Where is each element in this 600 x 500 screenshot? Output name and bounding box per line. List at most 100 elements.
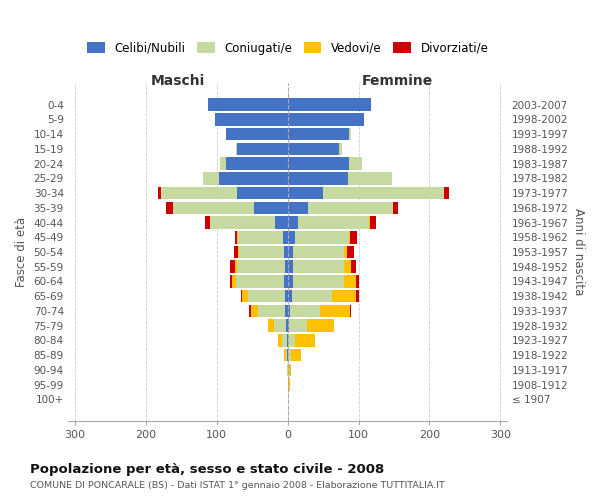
Bar [235, 260, 236, 273]
Bar [230, 260, 235, 273]
Bar [348, 172, 392, 184]
Bar [344, 275, 356, 287]
Bar [166, 202, 173, 214]
Bar [287, 128, 349, 140]
Bar [250, 304, 251, 317]
Bar [275, 216, 287, 229]
Bar [236, 187, 287, 200]
Text: Femmine: Femmine [362, 74, 433, 88]
Bar [287, 113, 364, 126]
Bar [339, 142, 341, 155]
Bar [289, 364, 291, 376]
Bar [287, 393, 289, 406]
Y-axis label: Fasce di età: Fasce di età [15, 217, 28, 287]
Y-axis label: Anni di nascita: Anni di nascita [572, 208, 585, 296]
Text: Popolazione per età, sesso e stato civile - 2008: Popolazione per età, sesso e stato civil… [30, 462, 384, 475]
Bar [347, 246, 353, 258]
Bar [268, 320, 274, 332]
Bar [369, 216, 370, 229]
Bar [350, 231, 357, 243]
Bar [287, 260, 293, 273]
Bar [284, 275, 287, 287]
Bar [278, 334, 282, 346]
Bar [286, 320, 287, 332]
Bar [287, 172, 348, 184]
Bar [236, 260, 285, 273]
Bar [287, 246, 293, 258]
Bar [284, 246, 287, 258]
Bar [254, 202, 287, 214]
Bar [283, 231, 287, 243]
Bar [356, 275, 359, 287]
Bar [291, 349, 301, 362]
Bar [242, 290, 248, 302]
Bar [285, 260, 287, 273]
Bar [205, 216, 210, 229]
Bar [173, 202, 254, 214]
Bar [293, 275, 344, 287]
Bar [287, 158, 349, 170]
Bar [241, 290, 242, 302]
Bar [220, 158, 226, 170]
Bar [351, 260, 356, 273]
Bar [239, 246, 284, 258]
Bar [295, 334, 316, 346]
Bar [203, 172, 219, 184]
Bar [284, 349, 286, 362]
Bar [320, 304, 350, 317]
Bar [287, 364, 289, 376]
Bar [235, 231, 238, 243]
Bar [323, 187, 443, 200]
Bar [290, 304, 320, 317]
Bar [287, 216, 298, 229]
Bar [236, 275, 284, 287]
Text: Maschi: Maschi [151, 74, 205, 88]
Bar [215, 113, 287, 126]
Bar [226, 158, 287, 170]
Bar [289, 349, 291, 362]
Bar [344, 246, 347, 258]
Bar [332, 290, 356, 302]
Bar [251, 304, 258, 317]
Bar [289, 334, 295, 346]
Bar [158, 187, 161, 200]
Bar [289, 320, 307, 332]
Bar [293, 260, 344, 273]
Bar [307, 320, 334, 332]
Bar [287, 142, 339, 155]
Bar [287, 187, 323, 200]
Bar [234, 246, 238, 258]
Bar [287, 231, 295, 243]
Bar [292, 290, 332, 302]
Bar [274, 320, 286, 332]
Bar [287, 334, 289, 346]
Bar [370, 216, 376, 229]
Bar [349, 158, 362, 170]
Bar [392, 202, 398, 214]
Bar [287, 304, 290, 317]
Bar [161, 187, 236, 200]
Bar [232, 275, 236, 287]
Bar [285, 304, 287, 317]
Bar [210, 216, 275, 229]
Bar [208, 98, 287, 111]
Bar [287, 349, 289, 362]
Bar [295, 231, 349, 243]
Bar [287, 290, 292, 302]
Bar [349, 231, 350, 243]
Bar [219, 172, 287, 184]
Bar [287, 320, 289, 332]
Legend: Celibi/Nubili, Coniugati/e, Vedovi/e, Divorziati/e: Celibi/Nubili, Coniugati/e, Vedovi/e, Di… [87, 42, 488, 54]
Bar [350, 304, 352, 317]
Bar [285, 290, 287, 302]
Bar [230, 275, 232, 287]
Bar [443, 187, 449, 200]
Bar [287, 378, 289, 391]
Bar [238, 231, 283, 243]
Bar [308, 202, 392, 214]
Bar [248, 290, 285, 302]
Bar [286, 349, 287, 362]
Bar [282, 334, 287, 346]
Bar [236, 142, 287, 155]
Bar [258, 304, 285, 317]
